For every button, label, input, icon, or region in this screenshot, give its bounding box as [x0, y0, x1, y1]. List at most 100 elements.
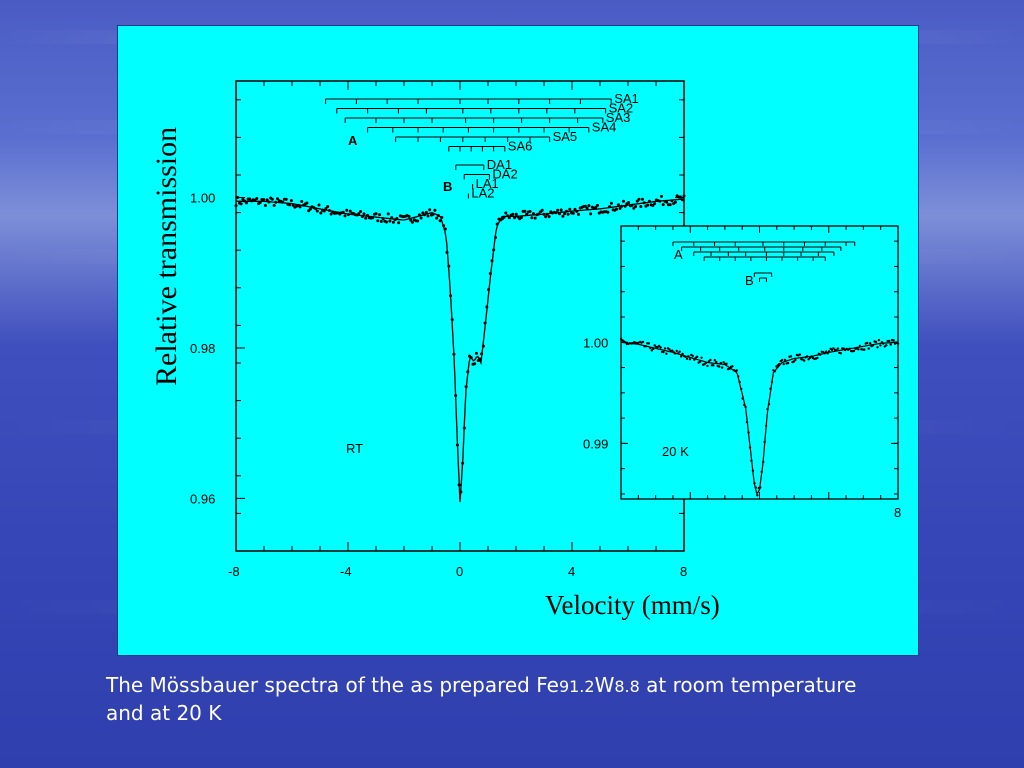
data-point [525, 212, 529, 216]
data-point [329, 212, 333, 216]
data-point [419, 216, 423, 220]
data-point [416, 219, 420, 223]
subspectrum-label: LA1 [476, 176, 499, 191]
x-tick-label: 8 [894, 505, 901, 520]
data-point [390, 216, 394, 220]
data-point [454, 394, 458, 398]
data-point [816, 356, 819, 360]
data-point [300, 200, 304, 203]
data-point [685, 357, 689, 360]
data-point [428, 208, 432, 212]
data-point [381, 217, 385, 221]
data-point [267, 200, 271, 204]
data-point [490, 259, 494, 263]
data-point [359, 210, 362, 213]
inset-plot: 20 K A B 8 0.99 1.00 [583, 225, 901, 520]
data-point [756, 494, 759, 497]
data-point [675, 349, 678, 353]
data-point [839, 352, 842, 355]
data-point [433, 208, 437, 212]
data-point [461, 461, 465, 465]
data-point [516, 215, 520, 219]
data-point [511, 212, 515, 216]
data-point [436, 214, 440, 218]
data-point [769, 387, 772, 390]
data-point [616, 203, 620, 207]
data-point [687, 355, 690, 358]
subspectrum-label: SA2 [609, 101, 634, 116]
data-point [480, 352, 484, 356]
data-point [554, 211, 558, 215]
data-point [835, 349, 838, 352]
data-point [700, 356, 703, 359]
data-point [647, 199, 651, 203]
data-point [754, 486, 757, 489]
data-point [863, 348, 866, 351]
data-point [857, 348, 860, 351]
data-point [544, 215, 548, 219]
data-point [513, 216, 516, 220]
data-point [679, 195, 682, 199]
data-point [662, 350, 665, 354]
data-point [731, 365, 734, 368]
data-point [492, 248, 496, 252]
data-point [836, 347, 840, 350]
subspectrum-label: DA2 [492, 167, 517, 182]
data-point [239, 202, 243, 206]
data-point [488, 272, 492, 276]
data-point [858, 344, 862, 348]
data-point [270, 197, 274, 201]
data-point [314, 207, 318, 211]
data-point [665, 352, 668, 355]
data-point [589, 212, 593, 216]
data-point [712, 364, 715, 367]
data-point [876, 346, 879, 349]
data-point [741, 397, 744, 400]
mossbauer-chart: Relative transmission Velocity (mm/s) RT… [150, 80, 901, 620]
subspectrum-label: SA1 [614, 91, 639, 106]
data-point [533, 216, 537, 220]
data-point [447, 264, 451, 268]
data-point [327, 209, 331, 212]
data-point [315, 209, 319, 213]
data-point [653, 344, 656, 347]
data-point [658, 199, 662, 203]
data-point [896, 342, 900, 345]
data-point [688, 358, 692, 361]
data-point [485, 305, 489, 309]
data-point [753, 482, 756, 485]
data-point [388, 219, 392, 223]
data-point [670, 199, 674, 203]
data-point [464, 385, 468, 389]
data-point [882, 342, 885, 345]
data-point [825, 350, 828, 353]
data-point [443, 227, 447, 231]
data-point [778, 362, 781, 366]
data-point [424, 210, 428, 214]
data-point [366, 213, 369, 217]
data-point [622, 199, 625, 203]
data-point [410, 220, 414, 224]
inset-bracket-label-a: A [674, 247, 683, 262]
caption-sub-1: 91.2 [558, 677, 595, 696]
data-point [397, 221, 401, 225]
data-point [609, 201, 613, 205]
data-point [596, 203, 599, 207]
data-point [634, 205, 638, 208]
data-point [502, 215, 506, 219]
data-point [540, 208, 544, 212]
data-point [575, 209, 579, 213]
y-tick-label: 1.00 [190, 191, 215, 206]
inset-subspectra-brackets [672, 241, 856, 282]
data-point [514, 212, 518, 216]
data-point [673, 200, 677, 204]
data-point [409, 218, 413, 222]
data-point [735, 369, 738, 372]
inset-fit-curve [620, 341, 898, 495]
data-point [678, 350, 681, 353]
data-point [682, 194, 686, 198]
bracket-label-a: A [348, 133, 358, 148]
data-point [442, 224, 446, 228]
data-point [495, 222, 499, 226]
